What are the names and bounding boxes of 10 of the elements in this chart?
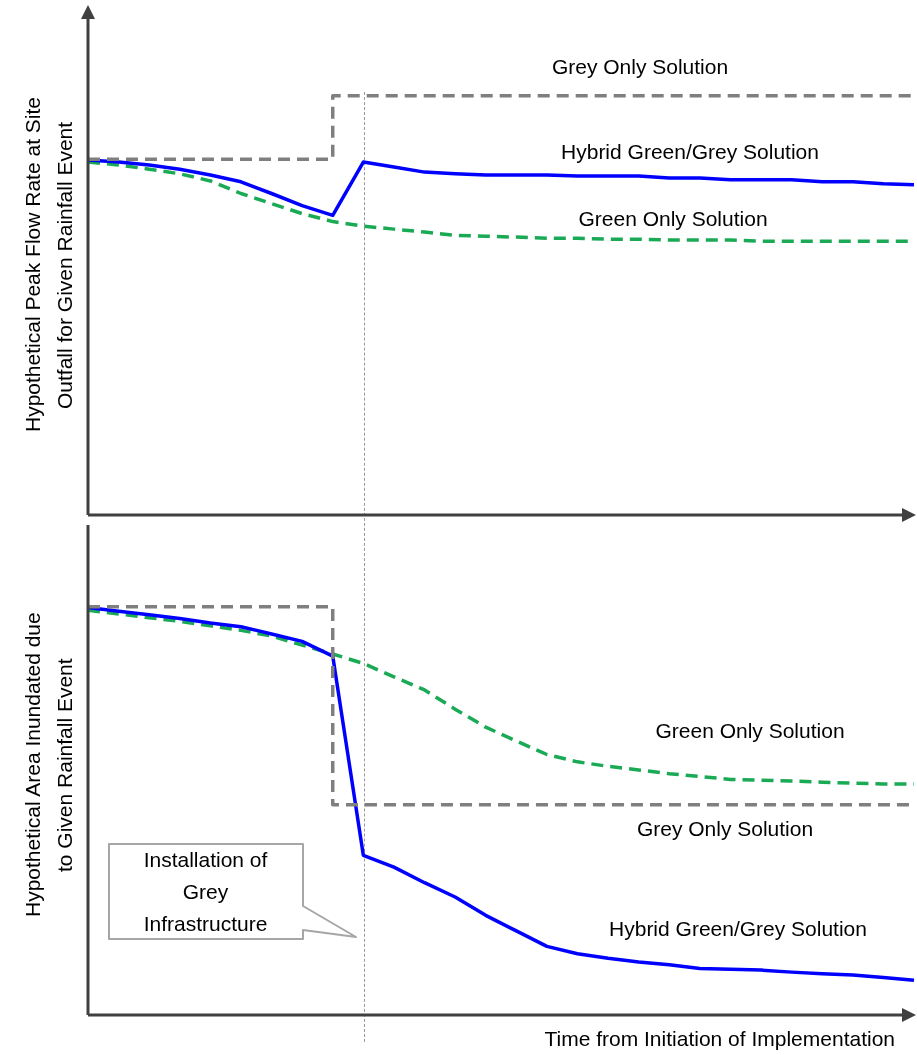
y-axis-title: Hypothetical Area Inundated due to Given Rainfall Event	[20, 611, 77, 920]
annotation: Installation of Grey Infrastructure	[142, 846, 269, 937]
series-label: Grey Only Solution	[551, 54, 729, 78]
x-axis-title: Time from Initiation of Implementation	[544, 1026, 895, 1050]
series-label: Green Only Solution	[655, 718, 845, 742]
series-label: Hybrid Green/Grey Solution	[609, 916, 867, 940]
y-axis-title: Hypothetical Peak Flow Rate at Site Outfall for Given Rainfall Event	[20, 96, 77, 435]
series-label: Hybrid Green/Grey Solution	[561, 139, 819, 163]
series-label: Green Only Solution	[578, 206, 768, 230]
series-label: Grey Only Solution	[636, 816, 814, 840]
